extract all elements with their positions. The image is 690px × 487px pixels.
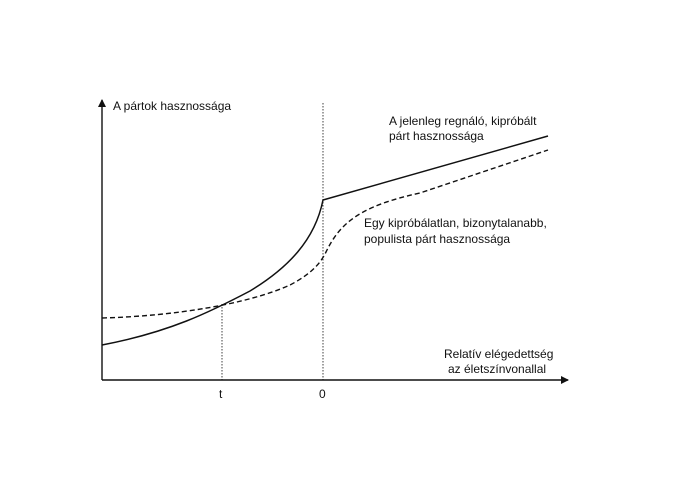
x-axis-label-line2: az életszínvonallal	[448, 362, 546, 376]
x-axis-label-line1: Relatív elégedettség	[444, 347, 553, 361]
populist-curve-label-line1: Egy kipróbálatlan, bizonytalanabb,	[364, 216, 547, 230]
incumbent-curve-label-line2: párt hasznossága	[389, 129, 484, 143]
y-axis-label: A pártok hasznossága	[113, 99, 231, 113]
incumbent-curve-label-line1: A jelenleg regnáló, kipróbált	[389, 114, 537, 128]
populist-party-utility-curve	[101, 149, 549, 319]
tick-label-zero: 0	[319, 387, 326, 401]
populist-curve-label-line2: populista párt hasznossága	[364, 232, 510, 246]
incumbent-party-utility-curve	[101, 135, 549, 346]
tick-label-t: t	[219, 387, 223, 401]
